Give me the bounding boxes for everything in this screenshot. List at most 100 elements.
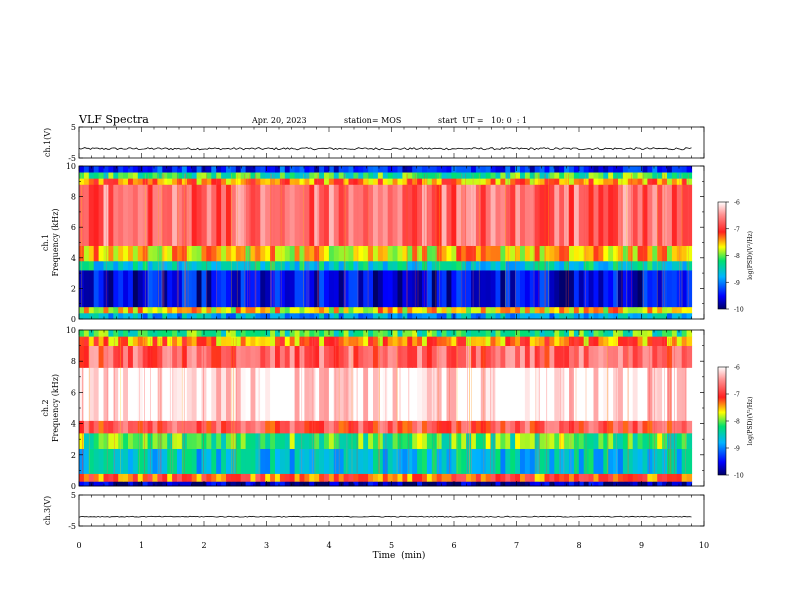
spectrogram-cell bbox=[554, 270, 560, 308]
spectrogram-cell bbox=[554, 172, 560, 179]
spectrogram-cell bbox=[559, 367, 565, 421]
spectrogram-cell bbox=[510, 312, 516, 320]
spectrogram-cell bbox=[152, 312, 158, 320]
spectrogram-cell bbox=[147, 178, 154, 185]
spectrogram-cell bbox=[603, 166, 609, 173]
spectrogram-cell bbox=[520, 330, 526, 337]
spectrogram-cell bbox=[534, 420, 541, 434]
spectrogram-cell bbox=[137, 270, 144, 308]
spectrogram-cell bbox=[569, 312, 575, 320]
spectrogram-cell bbox=[275, 336, 281, 346]
spectrogram-cell bbox=[353, 306, 359, 314]
spectrogram-cell bbox=[147, 260, 154, 271]
spectrogram-cell bbox=[363, 432, 369, 449]
spectrogram-cell bbox=[226, 260, 232, 271]
spectrogram-cell bbox=[608, 481, 614, 487]
spectrogram-cell bbox=[309, 306, 315, 314]
spectrogram-cell bbox=[343, 270, 350, 308]
spectrogram-cell bbox=[603, 432, 609, 449]
spectrogram-cell bbox=[573, 448, 580, 474]
spectrogram-cell bbox=[573, 184, 580, 246]
spectrogram-cell bbox=[446, 336, 452, 346]
ch2-spectrogram-ylabel-frequency: Frequency (kHz) bbox=[51, 374, 60, 442]
spectrogram-cell bbox=[520, 420, 526, 434]
spectrogram-cell bbox=[578, 184, 585, 246]
spectrogram-cell bbox=[294, 420, 301, 434]
spectrogram-cell bbox=[353, 448, 359, 474]
spectrogram-cell bbox=[255, 306, 261, 314]
spectrogram-cell bbox=[671, 473, 678, 482]
spectrogram-cell bbox=[304, 270, 310, 308]
spectrogram-cell bbox=[113, 270, 119, 308]
spectrogram-cell bbox=[358, 178, 364, 185]
spectrogram-cell bbox=[79, 432, 85, 449]
spectrogram-cell bbox=[642, 172, 648, 179]
spectrogram-cell bbox=[289, 178, 296, 185]
spectrogram-cell bbox=[544, 336, 550, 346]
spectrogram-cell bbox=[299, 166, 305, 173]
spectrogram-cell bbox=[593, 260, 599, 271]
spectrogram-cell bbox=[490, 473, 497, 482]
spectrogram-cell bbox=[230, 245, 237, 262]
spectrogram-cell bbox=[275, 367, 281, 421]
spectrogram-cell bbox=[431, 345, 438, 368]
spectrogram-cell bbox=[363, 448, 369, 474]
spectrogram-cell bbox=[221, 184, 227, 246]
spectrogram-cell bbox=[221, 420, 227, 434]
spectrogram-cell bbox=[377, 245, 384, 262]
spectrogram-cell bbox=[132, 166, 139, 173]
spectrogram-cell bbox=[642, 420, 648, 434]
spectrogram-cell bbox=[667, 306, 673, 314]
spectrogram-cell bbox=[270, 312, 276, 320]
spectrogram-cell bbox=[618, 178, 624, 185]
spectrogram-cell bbox=[549, 367, 555, 421]
spectrogram-cell bbox=[167, 345, 173, 368]
spectrogram-cell bbox=[471, 330, 477, 337]
spectrogram-cell bbox=[270, 367, 276, 421]
spectrogram-cell bbox=[456, 312, 462, 320]
spectrogram-cell bbox=[186, 448, 193, 474]
spectrogram-cell bbox=[495, 481, 501, 487]
spectrogram-cell bbox=[152, 345, 158, 368]
spectrogram-cell bbox=[471, 420, 477, 434]
spectrogram-cell bbox=[520, 166, 526, 173]
spectrogram-cell bbox=[147, 481, 154, 487]
spectrogram-cell bbox=[309, 312, 315, 320]
spectrogram-cell bbox=[583, 260, 590, 271]
spectrogram-cell bbox=[451, 336, 457, 346]
spectrogram-cell bbox=[397, 245, 403, 262]
spectrogram-cell bbox=[226, 312, 232, 320]
spectrogram-cell bbox=[480, 367, 487, 421]
spectrogram-cell bbox=[147, 432, 154, 449]
spectrogram-cell bbox=[564, 448, 570, 474]
spectrogram-cell bbox=[608, 473, 614, 482]
spectrogram-cell bbox=[157, 260, 163, 271]
spectrogram-cell bbox=[461, 270, 467, 308]
spectrogram-cell bbox=[593, 172, 599, 179]
spectrogram-cell bbox=[93, 420, 100, 434]
spectrogram-cell bbox=[466, 367, 472, 421]
spectrogram-cell bbox=[544, 432, 550, 449]
spectrogram-cell bbox=[446, 481, 452, 487]
spectrogram-cell bbox=[402, 260, 408, 271]
spectrogram-cell bbox=[441, 336, 448, 346]
spectrogram-cell bbox=[255, 245, 261, 262]
station-label: station= MOS bbox=[344, 116, 401, 125]
spectrogram-cell bbox=[485, 330, 492, 337]
spectrogram-cell bbox=[618, 184, 624, 246]
spectrogram-cell bbox=[466, 184, 472, 246]
spectrogram-cell bbox=[309, 481, 315, 487]
spectrogram-cell bbox=[147, 306, 154, 314]
spectrogram-cell bbox=[108, 330, 114, 337]
spectrogram-cell bbox=[681, 306, 688, 314]
spectrogram-cell bbox=[358, 367, 364, 421]
spectrogram-cell bbox=[593, 270, 599, 308]
spectrogram-cell bbox=[172, 420, 178, 434]
spectrogram-cell bbox=[226, 473, 232, 482]
spectrogram-cell bbox=[79, 336, 85, 346]
spectrogram-cell bbox=[397, 270, 403, 308]
spectrogram-cell bbox=[304, 172, 310, 179]
x-tick-label: 6 bbox=[451, 541, 456, 550]
spectrogram-cell bbox=[613, 184, 619, 246]
spectrogram-cell bbox=[382, 420, 389, 434]
